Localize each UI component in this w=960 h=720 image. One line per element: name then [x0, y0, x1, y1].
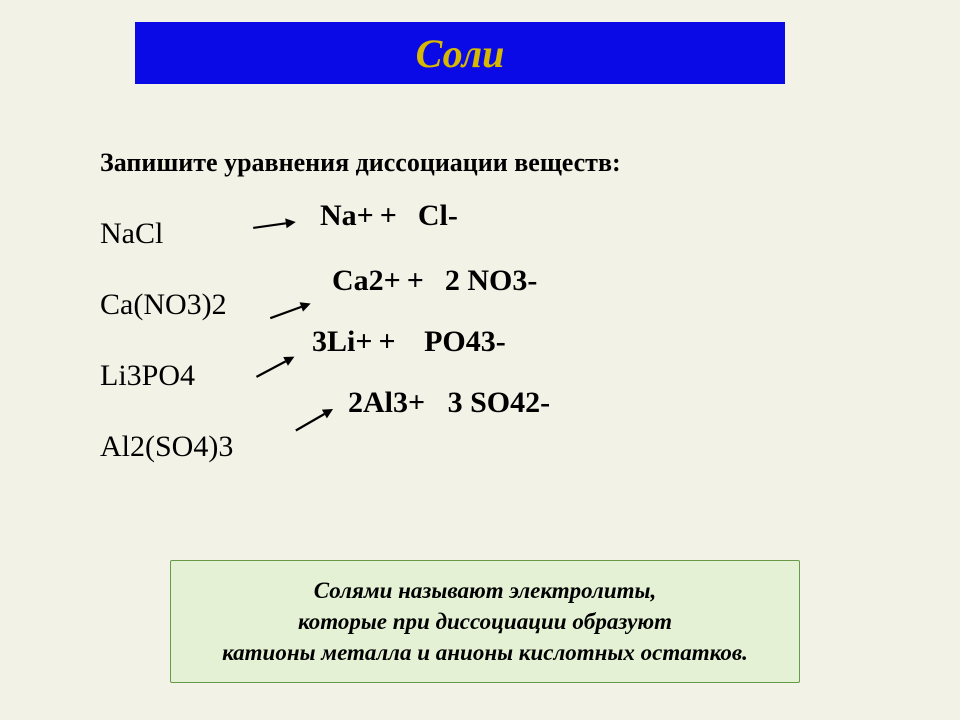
arrow-icon: [251, 215, 297, 235]
products-row2: Ca2++ 2 NO3-: [332, 264, 537, 298]
anion: 3 SO42-: [448, 386, 551, 419]
prompt-text: Запишите уравнения диссоциации веществ:: [100, 148, 621, 178]
formula-nacl: NaCl: [100, 217, 163, 251]
definition-line-3: катионы металла и анионы кислотных остат…: [189, 637, 781, 668]
anion: Cl-: [418, 199, 458, 232]
products-row1: Na++ Cl-: [320, 199, 458, 233]
definition-line-1: Солями называют электролиты,: [189, 575, 781, 606]
title-text: Соли: [416, 30, 505, 77]
definition-box: Солями называют электролиты, которые при…: [170, 560, 800, 683]
formula-li3po4: Li3PO4: [100, 359, 195, 393]
formula-al2so4: Al2(SO4)3: [100, 430, 233, 464]
plus-sign: +: [407, 264, 424, 298]
formula-cano3: Ca(NO3)2: [100, 288, 227, 322]
anion: 2 NO3-: [445, 264, 538, 297]
definition-line-2: которые при диссоциации образуют: [189, 606, 781, 637]
title-banner: Соли: [135, 22, 785, 84]
anion: PO43-: [424, 325, 506, 358]
cation: Ca2+: [332, 264, 401, 297]
cation: Na+: [320, 199, 374, 232]
plus-sign: +: [378, 325, 395, 359]
plus-sign: +: [380, 199, 397, 233]
arrow-icon: [291, 403, 336, 437]
cation: 3Li+: [312, 325, 372, 358]
products-row3: 3Li++ PO43-: [312, 325, 506, 359]
products-row4: 2Al3+ 3 SO42-: [348, 386, 550, 420]
arrow-icon: [267, 297, 313, 325]
cation: 2Al3+: [348, 386, 425, 419]
arrow-icon: [252, 350, 297, 383]
